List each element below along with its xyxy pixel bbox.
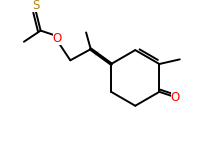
Text: O: O — [171, 91, 180, 104]
Text: S: S — [32, 0, 40, 12]
Text: O: O — [53, 32, 62, 45]
